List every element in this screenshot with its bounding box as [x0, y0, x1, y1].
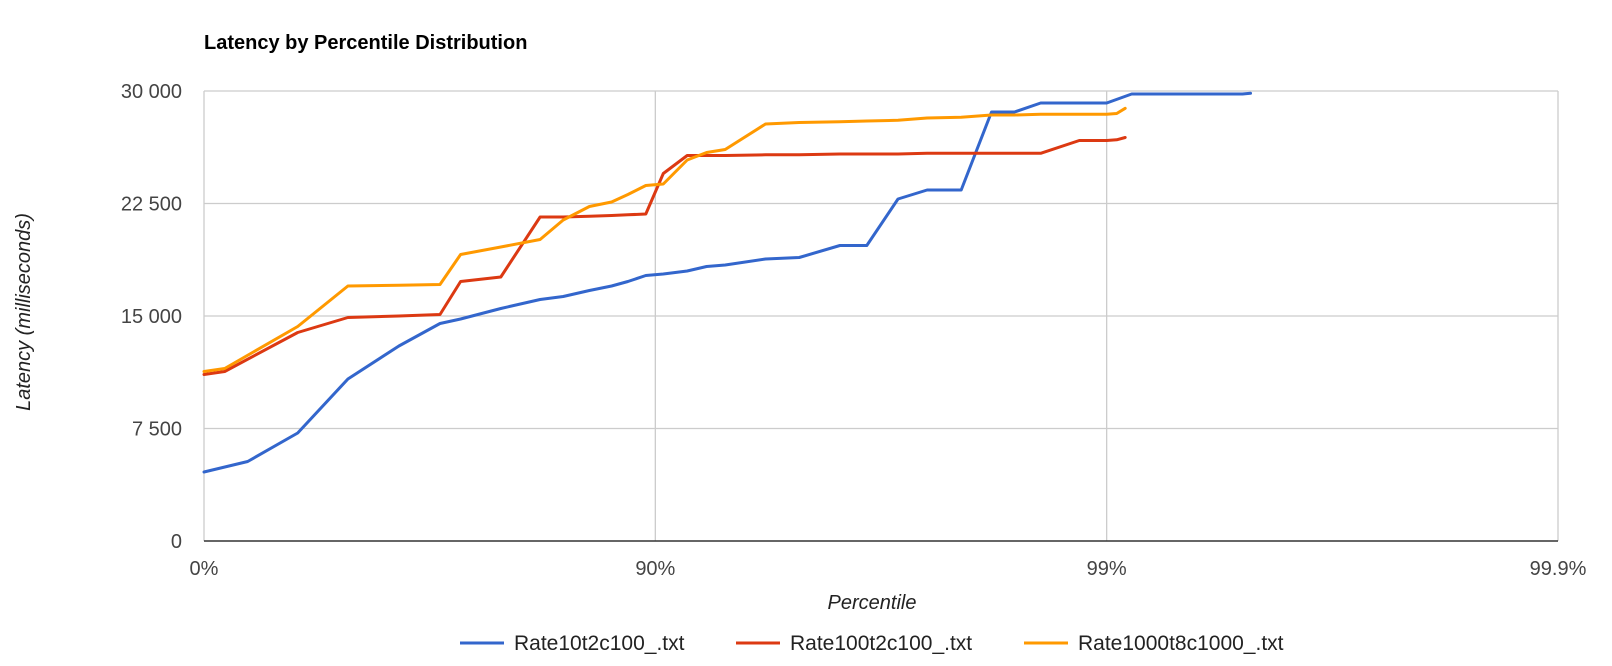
x-axis-ticks: 0% 90% 99% 99.9%: [190, 558, 1587, 580]
y-tick-label: 22 500: [121, 194, 182, 216]
y-tick-label: 7 500: [132, 419, 182, 441]
legend-label: Rate1000t8c1000_.txt: [1078, 632, 1284, 655]
x-tick-label: 90%: [635, 558, 675, 580]
legend-item: Rate100t2c100_.txt: [736, 632, 972, 655]
legend-label: Rate100t2c100_.txt: [790, 632, 972, 655]
x-tick-label: 99.9%: [1530, 558, 1587, 580]
series-line-1: [202, 91, 1252, 474]
x-axis-title: Percentile: [828, 592, 917, 614]
y-tick-label: 15 000: [121, 306, 182, 328]
legend-item: Rate10t2c100_.txt: [460, 632, 685, 655]
series-lines: [202, 91, 1252, 474]
series-line-3: [202, 106, 1127, 373]
y-tick-label: 30 000: [121, 81, 182, 103]
x-tick-label: 0%: [190, 558, 219, 580]
y-tick-label: 0: [171, 531, 182, 553]
legend: Rate10t2c100_.txt Rate100t2c100_.txt Rate1…: [460, 632, 1284, 655]
legend-item: Rate1000t8c1000_.txt: [1024, 632, 1284, 655]
chart-title: Latency by Percentile Distribution: [204, 32, 527, 54]
legend-label: Rate10t2c100_.txt: [514, 632, 685, 655]
y-axis-ticks: 0 7 500 15 000 22 500 30 000: [121, 81, 182, 553]
x-tick-label: 99%: [1087, 558, 1127, 580]
series-line-2: [202, 136, 1127, 376]
y-axis-title: Latency (milliseconds): [13, 213, 35, 411]
